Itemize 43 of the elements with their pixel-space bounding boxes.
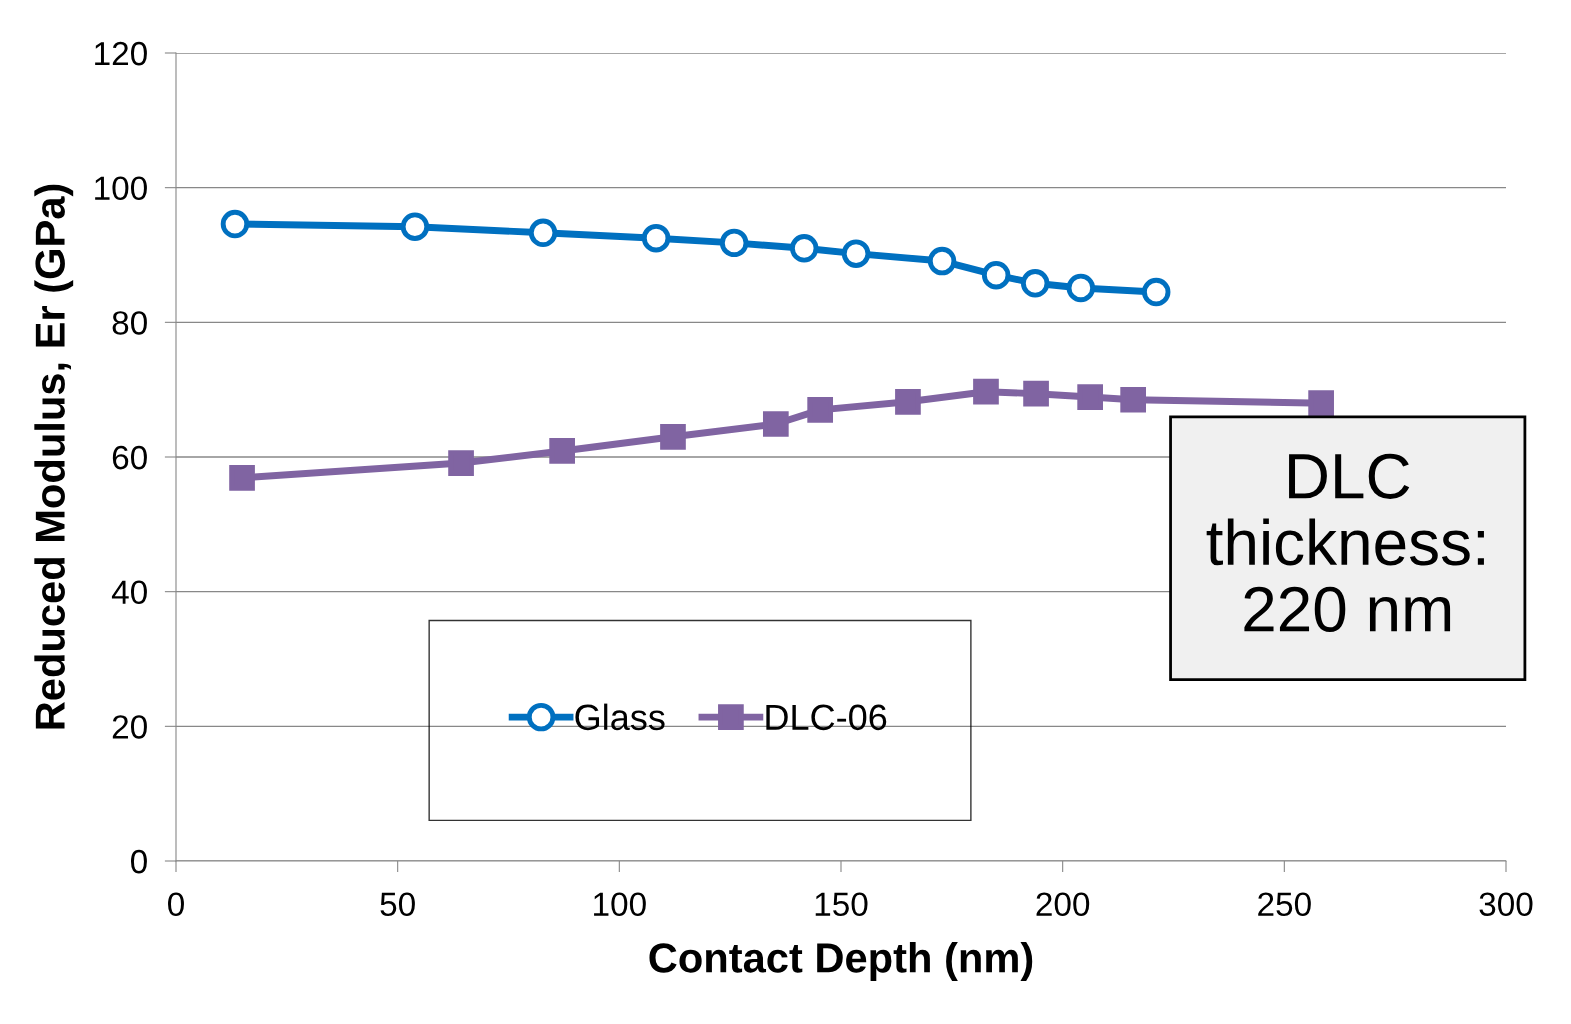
point <box>973 378 999 405</box>
x-axis-title: Contact Depth (nm) <box>649 942 1033 981</box>
point <box>1120 386 1146 413</box>
y-tick-label: 120 <box>95 41 147 66</box>
y-tick-label: 100 <box>95 176 147 201</box>
y-tick-label: 20 <box>112 715 147 739</box>
x-tick-label: 50 <box>380 892 415 917</box>
point <box>1066 273 1096 303</box>
point <box>1308 390 1334 416</box>
x-tick-label: 150 <box>815 892 868 917</box>
y-axis-title: Reduced Modulus, Er (GPa) <box>34 184 74 729</box>
point <box>927 246 957 276</box>
point <box>762 411 789 437</box>
point <box>400 212 430 241</box>
point <box>895 388 921 415</box>
point <box>528 218 558 248</box>
point <box>641 223 671 253</box>
x-tick-label: 100 <box>594 892 646 917</box>
annotation: DLC thickness: 220 nm <box>1206 453 1484 632</box>
x-tick-label: 200 <box>1036 892 1090 917</box>
y-tick-label: 0 <box>130 849 147 874</box>
legend-label: DLC-06 <box>766 704 887 731</box>
point <box>549 438 575 464</box>
point <box>719 228 749 258</box>
x-tick-label: 250 <box>1258 892 1311 917</box>
point <box>1023 380 1049 407</box>
point <box>1077 384 1103 410</box>
point <box>981 260 1011 290</box>
x-tick-label: 300 <box>1479 892 1533 917</box>
point <box>789 234 819 263</box>
x-tick-label: 0 <box>168 892 184 917</box>
point <box>1141 277 1171 307</box>
y-tick-label: 40 <box>111 580 147 605</box>
point <box>807 397 834 423</box>
point <box>1020 269 1050 298</box>
point <box>220 209 250 239</box>
point <box>448 450 474 476</box>
legend-label: Glass <box>575 703 665 731</box>
y-tick-label: 80 <box>112 311 147 335</box>
y-tick-label: 60 <box>112 445 147 470</box>
point <box>229 465 255 491</box>
point <box>841 239 871 268</box>
point <box>660 423 686 450</box>
